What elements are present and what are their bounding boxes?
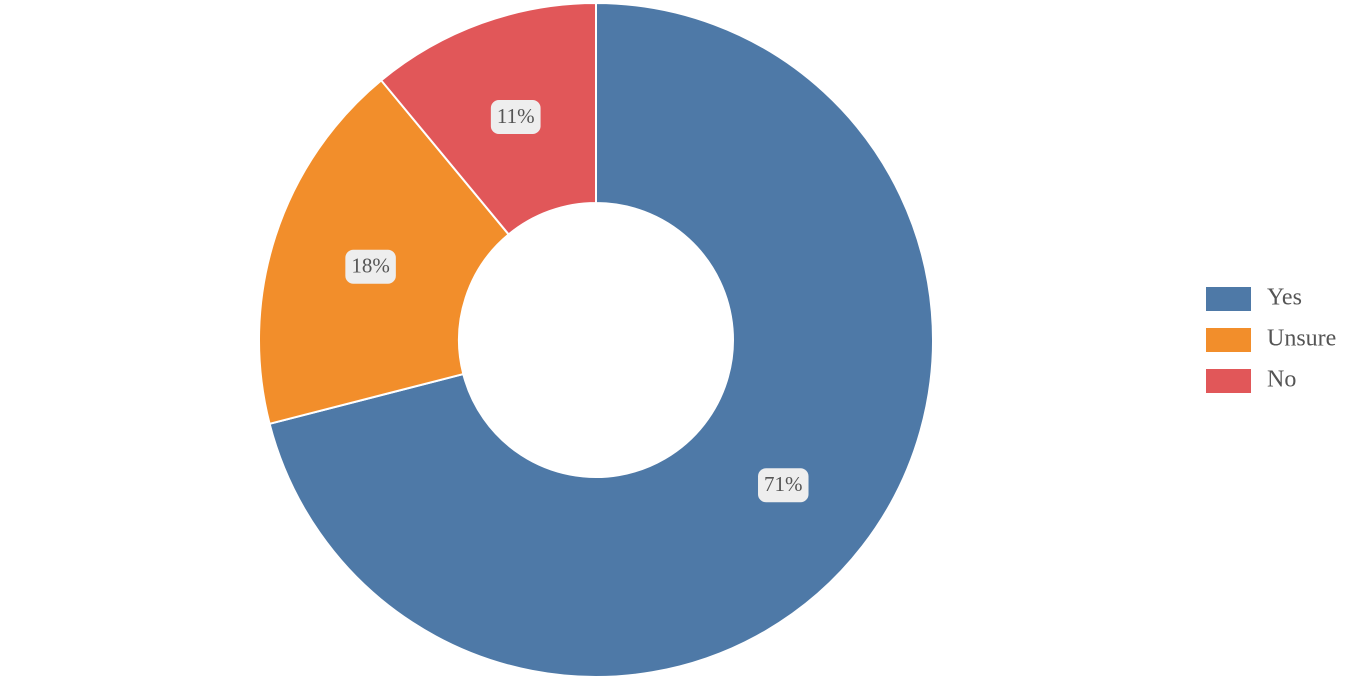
data-label-bg bbox=[490, 100, 541, 135]
legend-label: No bbox=[1267, 367, 1296, 393]
legend-swatch bbox=[1206, 369, 1251, 393]
data-label-bg bbox=[345, 249, 396, 284]
legend-swatch bbox=[1206, 287, 1251, 311]
data-label-text: 11% bbox=[497, 104, 535, 128]
data-label: 18% bbox=[345, 249, 396, 284]
slice bbox=[379, 1, 597, 236]
slice bbox=[268, 1, 934, 678]
data-label-text: 18% bbox=[351, 254, 390, 278]
data-label-bg bbox=[758, 468, 809, 503]
data-label: 71% bbox=[758, 468, 809, 503]
data-label: 11% bbox=[490, 100, 541, 135]
legend-swatch bbox=[1206, 328, 1251, 352]
legend-label: Unsure bbox=[1267, 326, 1336, 352]
legend-label: Yes bbox=[1267, 285, 1302, 311]
data-label-text: 71% bbox=[764, 472, 803, 496]
